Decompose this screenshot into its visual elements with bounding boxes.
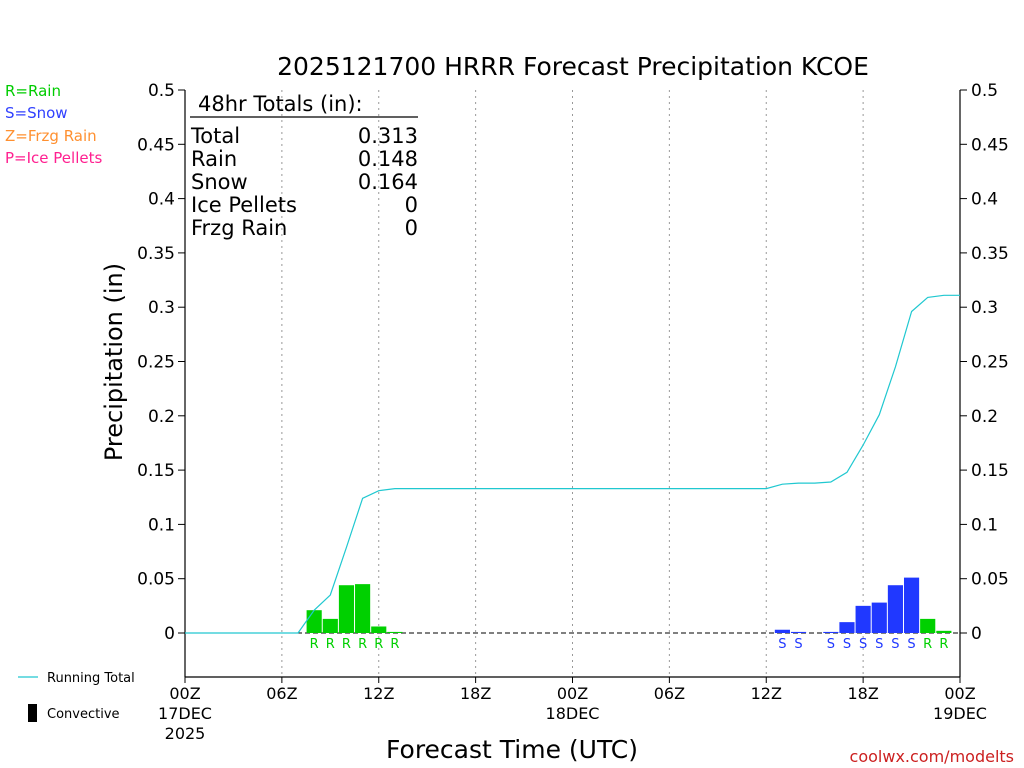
y-tick-label-right: 0: [971, 624, 982, 644]
legend-frzg-rain: Z=Frzg Rain: [5, 127, 97, 145]
y-tick-label-right: 0.5: [971, 81, 998, 101]
x-tick-label: 06Z: [654, 684, 685, 703]
running-total-line: [185, 294, 960, 634]
totals-label-snow: Snow: [191, 170, 248, 194]
y-tick-label-right: 0.3: [971, 298, 998, 318]
y-ticks: 0 00.05 0.050.1 0.10.15 0.150.2 0.20.25 0.250.…: [137, 81, 1009, 644]
legend-ice-pellets: P=Ice Pellets: [5, 149, 102, 167]
precip-bar: [920, 618, 936, 633]
precip-bar: [355, 584, 371, 633]
precip-type-letter: S: [794, 637, 802, 652]
x-tick-label: 12Z: [751, 684, 782, 703]
y-tick-label-left: 0.15: [137, 461, 175, 481]
precip-bar: [936, 630, 952, 633]
running-total-legend-label: Running Total: [47, 671, 135, 686]
totals-box: 48hr Totals (in): Total 0.313 Rain 0.148…: [190, 92, 418, 240]
totals-value-frzg-rain: 0: [405, 216, 418, 240]
precip-type-letter: S: [891, 637, 899, 652]
precip-type-letter: R: [374, 637, 383, 652]
precip-type-letter: S: [859, 637, 867, 652]
precip-bar: [871, 602, 887, 633]
x-tick-date-label: 17DEC: [158, 704, 212, 723]
y-tick-label-left: 0.05: [137, 570, 175, 590]
precip-type-letter: S: [843, 637, 851, 652]
precip-type-letter: S: [827, 637, 835, 652]
convective-legend-label: Convective: [47, 707, 120, 722]
precip-bar: [887, 585, 903, 633]
precip-type-letter: R: [390, 637, 399, 652]
precip-bar: [371, 626, 387, 633]
totals-value-rain: 0.148: [358, 147, 418, 171]
x-tick-label: 00Z: [557, 684, 588, 703]
x-tick-year-label: 2025: [165, 724, 206, 743]
y-tick-label-right: 0.1: [971, 515, 998, 535]
x-tick-label: 18Z: [460, 684, 491, 703]
legend-snow: S=Snow: [5, 104, 68, 122]
y-tick-label-left: 0.45: [137, 135, 175, 155]
totals-label-rain: Rain: [191, 147, 237, 171]
totals-value-ice-pellets: 0: [405, 193, 418, 217]
x-tick-label: 18Z: [847, 684, 878, 703]
precip-bar: [903, 577, 920, 633]
precip-bar: [387, 631, 403, 633]
totals-value-total: 0.313: [358, 124, 418, 148]
y-tick-label-left: 0.3: [148, 298, 175, 318]
precip-type-letter: R: [342, 637, 351, 652]
y-tick-label-right: 0.25: [971, 353, 1009, 373]
y-tick-label-left: 0.35: [137, 244, 175, 264]
precip-type-legend: R=Rain S=Snow Z=Frzg Rain P=Ice Pellets: [5, 82, 102, 167]
precip-type-letter: R: [310, 637, 319, 652]
precip-type-letter: R: [923, 637, 932, 652]
convective-swatch: [28, 704, 37, 722]
precip-type-letter: R: [326, 637, 335, 652]
precip-bar: [823, 631, 839, 633]
legend-rain: R=Rain: [5, 82, 61, 100]
y-tick-label-right: 0.15: [971, 461, 1009, 481]
hourly-precip-bars: [306, 577, 952, 633]
y-tick-label-right: 0.4: [971, 190, 998, 210]
precip-type-letter: S: [875, 637, 883, 652]
x-tick-label: 00Z: [944, 684, 975, 703]
x-tick-date-label: 18DEC: [546, 704, 600, 723]
precip-bar: [839, 622, 855, 633]
totals-label-frzg-rain: Frzg Rain: [191, 216, 287, 240]
totals-label-total: Total: [190, 124, 240, 148]
y-tick-label-left: 0.1: [148, 515, 175, 535]
vertical-gridlines: [281, 90, 864, 677]
y-tick-label-right: 0.2: [971, 407, 998, 427]
x-tick-date-label: 19DEC: [933, 704, 987, 723]
y-axis-label: Precipitation (in): [100, 263, 128, 461]
precip-type-letter: S: [778, 637, 786, 652]
totals-label-ice-pellets: Ice Pellets: [191, 193, 297, 217]
x-axis-label: Forecast Time (UTC): [386, 735, 638, 764]
y-tick-label-left: 0: [164, 624, 175, 644]
precip-bar: [855, 605, 871, 633]
totals-value-snow: 0.164: [358, 170, 418, 194]
precip-bar: [774, 629, 790, 633]
precip-type-letter: R: [939, 637, 948, 652]
y-tick-label-left: 0.2: [148, 407, 175, 427]
precip-bar: [306, 610, 322, 633]
x-tick-label: 06Z: [266, 684, 297, 703]
bottom-legend: Running Total Convective: [18, 671, 135, 722]
precip-type-letter: S: [907, 637, 915, 652]
credit-text: coolwx.com/modelts: [850, 747, 1014, 766]
y-tick-label-right: 0.35: [971, 244, 1009, 264]
precip-bar: [322, 618, 338, 633]
y-tick-label-left: 0.5: [148, 81, 175, 101]
y-tick-label-right: 0.45: [971, 135, 1009, 155]
y-tick-label-left: 0.4: [148, 190, 175, 210]
precip-type-letter: R: [358, 637, 367, 652]
totals-header: 48hr Totals (in):: [198, 92, 363, 116]
y-tick-label-left: 0.25: [137, 353, 175, 373]
y-tick-label-right: 0.05: [971, 570, 1009, 590]
x-tick-label: 00Z: [169, 684, 200, 703]
precip-bar: [338, 585, 355, 633]
x-tick-label: 12Z: [363, 684, 394, 703]
chart-title: 2025121700 HRRR Forecast Precipitation K…: [277, 52, 869, 81]
precip-bar: [790, 631, 807, 633]
